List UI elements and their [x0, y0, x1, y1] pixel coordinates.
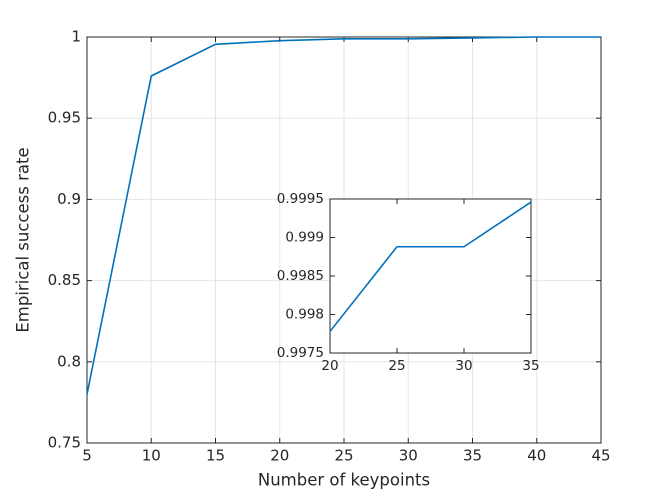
- data-line: [86, 36, 601, 395]
- y-tick-label: 0.9975: [277, 345, 324, 361]
- y-tick-label: 0.95: [48, 109, 81, 127]
- y-tick-label: 0.999: [285, 230, 324, 246]
- x-tick-label: 45: [591, 447, 610, 465]
- y-tick-label: 0.75: [48, 434, 81, 452]
- data-line: [329, 201, 532, 332]
- y-tick-label: 1: [71, 28, 81, 46]
- x-tick-label: 35: [522, 358, 539, 374]
- x-axis-label: Number of keypoints: [258, 471, 430, 490]
- x-tick-label: 25: [334, 447, 353, 465]
- x-tick-label: 10: [142, 447, 161, 465]
- x-tick-label: 35: [463, 447, 482, 465]
- y-tick-label: 0.9985: [277, 268, 324, 284]
- y-tick-label: 0.8: [57, 352, 81, 370]
- x-tick-label: 5: [82, 447, 92, 465]
- x-tick-label: 25: [388, 358, 405, 374]
- y-tick-label: 0.9995: [277, 191, 324, 207]
- plot-frame: [329, 198, 532, 354]
- x-tick-label: 20: [321, 358, 338, 374]
- x-tick-label: 15: [206, 447, 225, 465]
- x-tick-label: 20: [270, 447, 289, 465]
- x-tick-label: 30: [399, 447, 418, 465]
- y-tick-label: 0.9: [57, 190, 81, 208]
- y-tick-label: 0.998: [285, 307, 324, 323]
- y-tick-label: 0.85: [48, 271, 81, 289]
- x-tick-label: 30: [455, 358, 472, 374]
- plot-frame: [86, 36, 602, 444]
- x-tick-label: 40: [527, 447, 546, 465]
- y-axis-label: Empirical success rate: [14, 147, 33, 332]
